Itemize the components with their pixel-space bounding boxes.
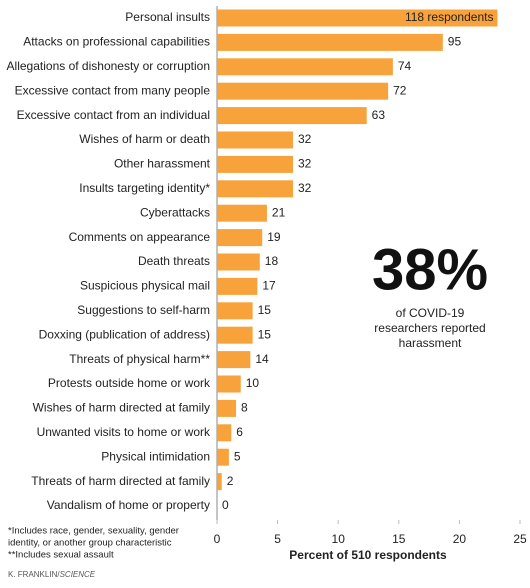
credit: K. FRANKLIN/SCIENCE bbox=[8, 570, 96, 579]
value-label: 19 bbox=[267, 230, 281, 244]
value-label: 2 bbox=[227, 474, 234, 488]
x-axis-label: Percent of 510 respondents bbox=[289, 548, 447, 562]
bar bbox=[217, 375, 241, 393]
value-label: 14 bbox=[255, 352, 269, 366]
category-label: Other harassment bbox=[114, 157, 211, 171]
bar bbox=[217, 277, 258, 295]
category-label: Excessive contact from many people bbox=[15, 83, 211, 97]
value-label: 118 respondents bbox=[405, 10, 494, 24]
value-label: 72 bbox=[393, 83, 407, 97]
note: **Includes sexual assault bbox=[8, 550, 114, 561]
bar bbox=[217, 424, 232, 442]
category-label: Wishes of harm or death bbox=[79, 132, 210, 146]
bar bbox=[217, 33, 443, 51]
category-label: Protests outside home or work bbox=[48, 376, 211, 390]
x-tick-label: 15 bbox=[392, 532, 406, 546]
bar bbox=[217, 180, 293, 198]
category-label: Physical intimidation bbox=[101, 449, 210, 463]
category-label: Personal insults bbox=[125, 10, 210, 24]
annotation-headline: 38% bbox=[372, 237, 488, 302]
value-label: 10 bbox=[246, 376, 260, 390]
bar bbox=[217, 473, 222, 491]
category-label: Cyberattacks bbox=[140, 205, 210, 219]
value-label: 15 bbox=[258, 303, 272, 317]
value-label: 8 bbox=[241, 401, 248, 415]
x-tick-label: 5 bbox=[274, 532, 281, 546]
value-label: 21 bbox=[272, 205, 286, 219]
note: *Includes race, gender, sexuality, gende… bbox=[8, 526, 179, 537]
category-label: Death threats bbox=[138, 254, 210, 268]
value-label: 5 bbox=[234, 449, 241, 463]
value-label: 63 bbox=[372, 108, 386, 122]
value-label: 18 bbox=[265, 254, 279, 268]
category-label: Threats of harm directed at family bbox=[31, 474, 210, 488]
annotation-line: of COVID-19 bbox=[396, 306, 465, 320]
note: identity, or another group characteristi… bbox=[8, 538, 172, 549]
category-label: Threats of physical harm** bbox=[69, 352, 210, 366]
category-label: Insults targeting identity* bbox=[79, 181, 210, 195]
x-tick-label: 0 bbox=[214, 532, 221, 546]
category-label: Attacks on professional capabilities bbox=[23, 35, 210, 49]
bar bbox=[217, 131, 293, 149]
value-label: 95 bbox=[448, 35, 462, 49]
bar bbox=[217, 351, 251, 369]
bar bbox=[217, 107, 367, 125]
category-label: Doxxing (publication of address) bbox=[39, 327, 210, 341]
category-label: Allegations of dishonesty or corruption bbox=[7, 59, 210, 73]
x-tick-label: 20 bbox=[453, 532, 467, 546]
annotation-line: researchers reported bbox=[374, 321, 485, 335]
category-label: Unwanted visits to home or work bbox=[37, 425, 211, 439]
value-label: 6 bbox=[236, 425, 243, 439]
value-label: 32 bbox=[298, 157, 312, 171]
bar bbox=[217, 82, 389, 100]
category-label: Wishes of harm directed at family bbox=[33, 401, 210, 415]
value-label: 0 bbox=[222, 498, 229, 512]
category-label: Comments on appearance bbox=[69, 230, 211, 244]
value-label: 74 bbox=[398, 59, 412, 73]
bar bbox=[217, 253, 260, 271]
value-label: 32 bbox=[298, 181, 312, 195]
x-tick-label: 25 bbox=[513, 532, 527, 546]
bar bbox=[217, 448, 229, 466]
value-label: 32 bbox=[298, 132, 312, 146]
bar bbox=[217, 9, 498, 27]
bar bbox=[217, 399, 237, 417]
credit-author: K. FRANKLIN/ bbox=[8, 570, 60, 579]
value-label: 15 bbox=[258, 327, 272, 341]
bar bbox=[217, 204, 267, 222]
bar bbox=[217, 58, 393, 76]
x-tick-label: 10 bbox=[332, 532, 346, 546]
category-label: Excessive contact from an individual bbox=[17, 108, 210, 122]
annotation-line: harassment bbox=[399, 336, 462, 350]
category-label: Suspicious physical mail bbox=[80, 279, 210, 293]
bar bbox=[217, 155, 293, 173]
category-label: Suggestions to self-harm bbox=[77, 303, 210, 317]
bar bbox=[217, 326, 253, 344]
credit-source: SCIENCE bbox=[60, 570, 96, 579]
bar bbox=[217, 302, 253, 320]
category-label: Vandalism of home or property bbox=[47, 498, 210, 512]
value-label: 17 bbox=[262, 279, 276, 293]
bar bbox=[217, 229, 263, 247]
